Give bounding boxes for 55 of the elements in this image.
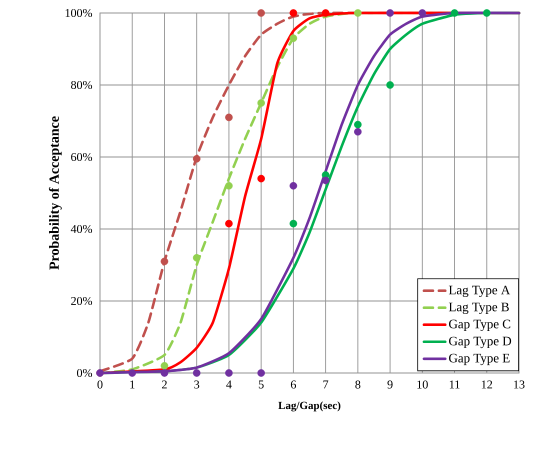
legend-label: Lag Type A <box>448 286 510 298</box>
x-tick-label: 2 <box>162 380 167 388</box>
point <box>290 34 298 42</box>
point <box>354 9 362 17</box>
point <box>192 369 200 377</box>
point <box>160 258 168 266</box>
legend-label: Gap Type C <box>449 320 510 332</box>
x-axis-title: Lag/Gap(sec) <box>278 401 340 412</box>
y-tick-label: 0% <box>77 368 92 378</box>
point <box>225 114 233 122</box>
point <box>386 9 394 17</box>
point <box>354 128 362 136</box>
point <box>290 9 298 17</box>
legend-label: Gap Type D <box>449 336 512 348</box>
x-tick-label: 13 <box>514 380 525 389</box>
point <box>257 369 265 377</box>
x-tick-label: 1 <box>130 380 135 388</box>
point <box>225 182 233 190</box>
x-tick-label: 12 <box>482 380 492 388</box>
x-tick-label: 10 <box>417 380 428 389</box>
point <box>257 99 265 107</box>
x-tick-label: 9 <box>387 380 393 389</box>
point <box>160 362 168 370</box>
point <box>386 81 394 89</box>
x-tick-label: 4 <box>226 380 232 388</box>
x-tick-label: 6 <box>290 380 296 389</box>
legend-label: Lag Type B <box>448 302 509 314</box>
point <box>192 155 200 163</box>
point <box>257 174 265 182</box>
point <box>160 369 168 377</box>
point <box>418 9 426 17</box>
point <box>192 254 200 262</box>
point <box>257 9 265 17</box>
x-tick-label: 3 <box>194 380 200 389</box>
point <box>225 220 233 228</box>
y-tick-label: 60% <box>71 152 92 162</box>
point <box>354 120 362 128</box>
point <box>128 369 136 377</box>
x-tick-label: 0 <box>97 380 103 389</box>
y-tick-label: 20% <box>71 296 92 306</box>
y-tick-label: 100% <box>66 8 92 18</box>
point <box>322 9 330 17</box>
y-tick-label: 80% <box>71 80 92 90</box>
point <box>290 220 298 228</box>
point <box>225 369 233 377</box>
x-tick-label: 7 <box>323 380 328 388</box>
x-tick-label: 5 <box>258 380 264 388</box>
point <box>450 9 458 17</box>
y-axis-title: Probability of Acceptance <box>48 116 62 270</box>
point <box>290 182 298 190</box>
y-tick-label: 40% <box>70 224 92 234</box>
x-tick-label: 11 <box>450 380 460 388</box>
x-tick-label: 8 <box>355 380 360 389</box>
point <box>482 9 491 17</box>
legend-label: Gap Type E <box>449 354 510 366</box>
